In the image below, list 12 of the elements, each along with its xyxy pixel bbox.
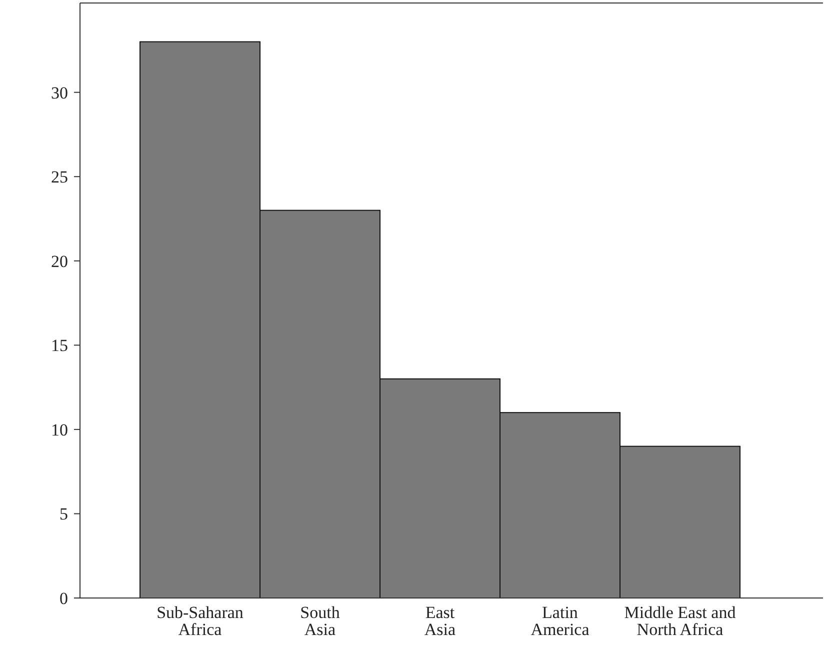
y-tick-label: 5 (60, 504, 68, 524)
y-tick-label: 25 (51, 168, 68, 187)
y-tick-label: 20 (51, 252, 68, 271)
y-tick-label: 10 (51, 420, 68, 440)
y-tick-label: 15 (51, 336, 68, 356)
x-tick-label: Sub-Saharan Africa (156, 603, 244, 639)
x-tick-label: East Asia (424, 603, 456, 639)
x-tick-label: South Asia (300, 603, 340, 639)
y-tick-label: 30 (51, 83, 68, 102)
x-tick-label: Latin America (530, 603, 590, 639)
y-tick-label: 0 (60, 588, 68, 608)
x-tick-label: Middle East and North Africa (624, 603, 736, 639)
